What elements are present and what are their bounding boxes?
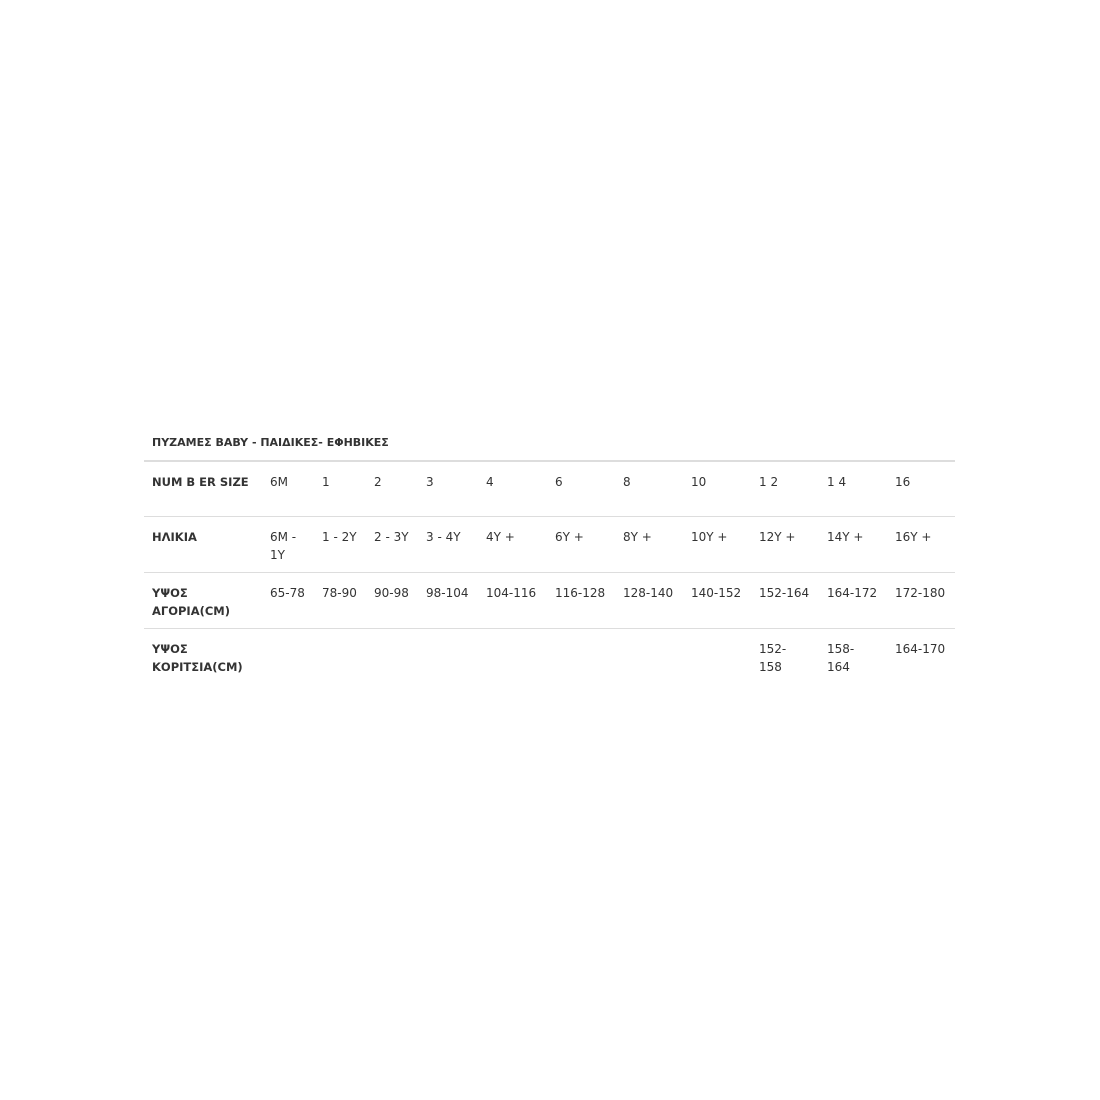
- table-cell: 3: [418, 461, 478, 517]
- table-cell: 2 - 3Y: [366, 516, 418, 573]
- table-cell: [683, 629, 751, 685]
- row-label: ΥΨΟΣ ΑΓΟΡΙΑ(CM): [144, 572, 262, 629]
- table-cell: 128-140: [615, 572, 683, 629]
- table-cell: 98-104: [418, 572, 478, 629]
- table-cell: 140-152: [683, 572, 751, 629]
- table-cell: [262, 629, 314, 685]
- table-row: ΥΨΟΣ ΚΟΡΙΤΣΙΑ(CM) 152- 158 158- 164 164-170: [144, 629, 955, 685]
- table-title: ΠΥΖΑΜΕΣ BABY - ΠΑΙΔΙΚΕΣ- ΕΦΗΒΙΚΕΣ: [152, 436, 389, 449]
- table-cell: 4: [478, 461, 547, 517]
- table-cell: [366, 629, 418, 685]
- table-cell: [615, 629, 683, 685]
- table-cell: 10Y +: [683, 516, 751, 573]
- table-cell: 8: [615, 461, 683, 517]
- table-cell: 164-170: [895, 642, 946, 656]
- table-cell: 12Y +: [751, 516, 819, 573]
- table-cell: 10: [683, 461, 751, 517]
- table-cell: 172-180: [887, 572, 955, 629]
- row-label: ΥΨΟΣ ΚΟΡΙΤΣΙΑ(CM): [152, 642, 243, 674]
- row-label: NUM B ER SIZE: [144, 461, 262, 517]
- table-cell: 116-128: [547, 572, 615, 629]
- table-cell: 1 4: [819, 461, 887, 517]
- table-cell: [418, 629, 478, 685]
- table-cell: 152-164: [751, 572, 819, 629]
- table-cell: 6M - 1Y: [262, 516, 314, 573]
- table-cell: 4Y +: [478, 516, 547, 573]
- table-cell: 6: [547, 461, 615, 517]
- table-cell: 16Y +: [887, 516, 955, 573]
- table-cell: 158- 164: [827, 642, 855, 674]
- table-cell: 16: [887, 461, 955, 517]
- table-cell: 104-116: [478, 572, 547, 629]
- table-cell: [547, 629, 615, 685]
- table-cell: 152- 158: [759, 642, 787, 674]
- table-cell: [314, 629, 366, 685]
- table-cell: 65-78: [262, 572, 314, 629]
- table-cell: 90-98: [366, 572, 418, 629]
- table-row: ΥΨΟΣ ΑΓΟΡΙΑ(CM) 65-78 78-90 90-98 98-104 104-…: [144, 572, 955, 629]
- table-cell: 1: [314, 461, 366, 517]
- table-cell: 1 2: [751, 461, 819, 517]
- table-cell: 6Y +: [547, 516, 615, 573]
- table-cell: 6M: [262, 461, 314, 517]
- table-row: ΗΛΙΚΙΑ 6M - 1Y 1 - 2Y 2 - 3Y 3 - 4Y 4Y +6Y +8…: [144, 516, 955, 573]
- table-cell: 3 - 4Y: [418, 516, 478, 573]
- table-cell: 78-90: [314, 572, 366, 629]
- table-cell: 8Y +: [615, 516, 683, 573]
- table-cell: 2: [366, 461, 418, 517]
- table-cell: 14Y +: [819, 516, 887, 573]
- row-label: ΗΛΙΚΙΑ: [144, 516, 262, 573]
- table-cell: [478, 629, 547, 685]
- table-cell: 1 - 2Y: [314, 516, 366, 573]
- table-cell: 164-172: [819, 572, 887, 629]
